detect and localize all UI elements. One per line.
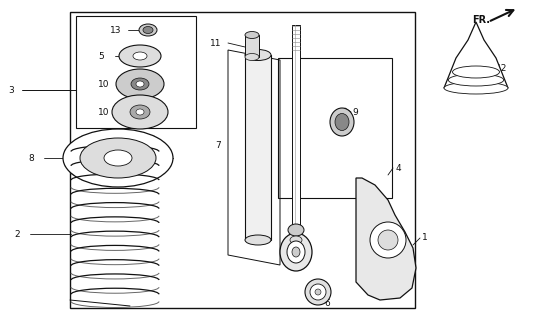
Ellipse shape (335, 114, 349, 131)
Text: 9: 9 (352, 108, 358, 116)
Circle shape (370, 222, 406, 258)
Ellipse shape (453, 66, 499, 78)
Ellipse shape (288, 224, 304, 236)
Ellipse shape (143, 27, 153, 34)
Ellipse shape (63, 129, 173, 187)
Text: 10: 10 (98, 108, 109, 116)
Text: FR.: FR. (472, 15, 490, 25)
Bar (245, 35, 259, 57)
Ellipse shape (139, 24, 157, 36)
Circle shape (378, 230, 398, 250)
Text: 12: 12 (496, 63, 508, 73)
Text: 7: 7 (215, 140, 221, 149)
Ellipse shape (80, 138, 156, 178)
Ellipse shape (130, 105, 150, 119)
Ellipse shape (133, 52, 147, 60)
Ellipse shape (315, 289, 321, 295)
Ellipse shape (280, 233, 312, 271)
Ellipse shape (305, 279, 331, 305)
Bar (245, 55, 271, 240)
Polygon shape (228, 50, 280, 265)
Ellipse shape (290, 236, 302, 244)
Text: 4: 4 (396, 164, 401, 172)
Ellipse shape (104, 150, 132, 166)
Text: 10: 10 (98, 79, 109, 89)
Text: 13: 13 (110, 26, 121, 35)
Ellipse shape (136, 81, 144, 87)
Ellipse shape (136, 109, 144, 115)
Bar (76, 16, 196, 128)
Bar (292, 25, 300, 255)
Ellipse shape (245, 31, 259, 38)
Text: 1: 1 (422, 234, 428, 243)
Ellipse shape (245, 53, 259, 60)
Polygon shape (356, 178, 416, 300)
Text: 2: 2 (14, 230, 20, 239)
Ellipse shape (310, 284, 326, 300)
Text: 6: 6 (324, 300, 330, 308)
Text: 5: 5 (98, 52, 104, 60)
Ellipse shape (330, 108, 354, 136)
Ellipse shape (287, 241, 305, 263)
Ellipse shape (292, 247, 300, 257)
Ellipse shape (448, 74, 504, 86)
Ellipse shape (245, 50, 271, 60)
Bar (278, 58, 392, 198)
Text: 3: 3 (8, 85, 14, 94)
Polygon shape (444, 22, 508, 88)
Ellipse shape (119, 45, 161, 67)
Bar (70, 12, 415, 308)
Ellipse shape (245, 235, 271, 245)
Text: 8: 8 (28, 154, 34, 163)
Ellipse shape (131, 78, 149, 90)
Ellipse shape (112, 95, 168, 129)
Text: 11: 11 (210, 38, 221, 47)
Ellipse shape (444, 82, 508, 94)
Ellipse shape (116, 69, 164, 99)
